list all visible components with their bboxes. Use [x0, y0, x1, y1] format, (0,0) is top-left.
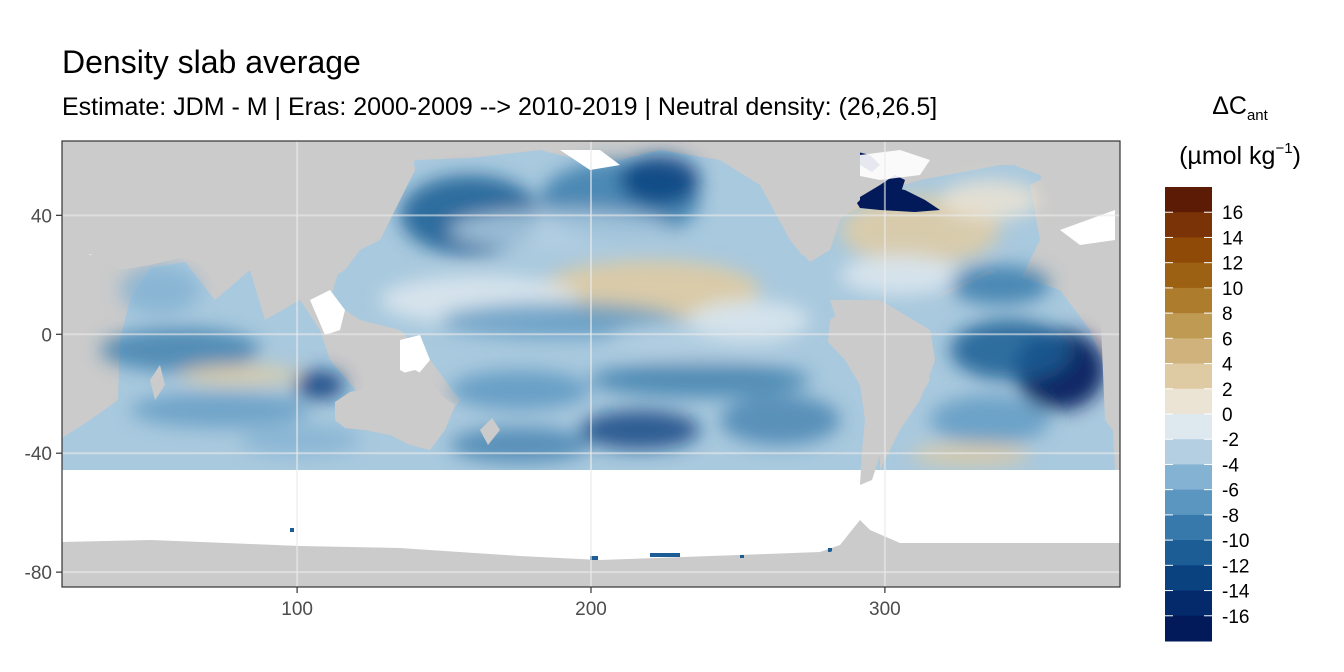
grid-lines — [62, 141, 1120, 587]
colorbar-segment — [1165, 414, 1212, 440]
colorbar-segment — [1165, 287, 1212, 314]
colorbar-segment — [1165, 489, 1212, 516]
x-tick-label: 100 — [281, 599, 313, 620]
x-tick-label: 300 — [869, 599, 901, 620]
y-tick-label: 0 — [41, 325, 52, 346]
chart-subtitle: Estimate: JDM - M | Eras: 2000-2009 --> … — [62, 93, 938, 121]
colorbar-segment — [1165, 388, 1212, 415]
colorbar-segment — [1165, 540, 1212, 566]
south-america-landmass — [828, 300, 935, 485]
africa-landmass — [1100, 290, 1120, 440]
y-tick-label: -80 — [25, 563, 52, 584]
antarctic-edge-anomalies — [290, 528, 832, 560]
colorbar-label: 6 — [1222, 329, 1233, 350]
colorbar-segment — [1165, 565, 1212, 592]
colorbar-label: -2 — [1222, 430, 1239, 451]
colorbar-label: 2 — [1222, 380, 1233, 401]
colorbar-legend: 16 14 12 10 8 6 4 2 0 -2 -4 -6 -8 -10 -12 -14 -16 ΔCant (µ… — [1165, 92, 1301, 642]
colorbar-label: 10 — [1222, 279, 1243, 300]
colorbar-label: -10 — [1222, 531, 1249, 552]
colorbar-segment — [1165, 313, 1212, 339]
colorbar-segment — [1165, 615, 1212, 642]
colorbar-segment — [1165, 338, 1212, 365]
land-masses — [62, 141, 1120, 485]
colorbar-label: 12 — [1222, 254, 1243, 275]
colorbar-label: -8 — [1222, 506, 1239, 527]
legend-title-variable: ΔCant — [1212, 92, 1268, 124]
colorbar-segment — [1165, 590, 1212, 617]
colorbar-label: -14 — [1222, 582, 1250, 603]
y-tick-label: 40 — [31, 206, 52, 227]
colorbar-segment — [1165, 262, 1212, 289]
colorbar-segment — [1165, 363, 1212, 390]
colorbar-label: -6 — [1222, 481, 1239, 502]
new-zealand-landmass — [480, 418, 500, 445]
colorbar-label: 4 — [1222, 355, 1233, 376]
north-america-landmass — [760, 141, 860, 262]
colorbar-label: 8 — [1222, 304, 1233, 325]
colorbar-segment — [1165, 187, 1212, 213]
colorbar-label: 14 — [1222, 228, 1244, 249]
madagascar-landmass — [150, 365, 165, 400]
legend-title-units: (µmol kg−1) — [1179, 140, 1301, 170]
colorbar-label: 16 — [1222, 203, 1243, 224]
colorbar-label: 0 — [1222, 405, 1233, 426]
colorbar-segment — [1165, 237, 1212, 264]
greenland-europe-landmass — [960, 141, 1120, 215]
indonesia-landmass — [330, 340, 390, 356]
colorbar-label: -16 — [1222, 607, 1249, 628]
chart-title: Density slab average — [62, 44, 361, 80]
australia-landmass — [335, 370, 455, 450]
colorbar-segment — [1165, 439, 1212, 465]
colorbar-segment — [1165, 514, 1212, 541]
colorbar-label: -12 — [1222, 556, 1249, 577]
colorbar-label: -4 — [1222, 455, 1239, 476]
x-tick-label: 200 — [575, 599, 607, 620]
colorbar-segment — [1165, 464, 1212, 491]
colorbar-segment — [1165, 212, 1212, 238]
y-tick-label: -40 — [25, 444, 52, 465]
